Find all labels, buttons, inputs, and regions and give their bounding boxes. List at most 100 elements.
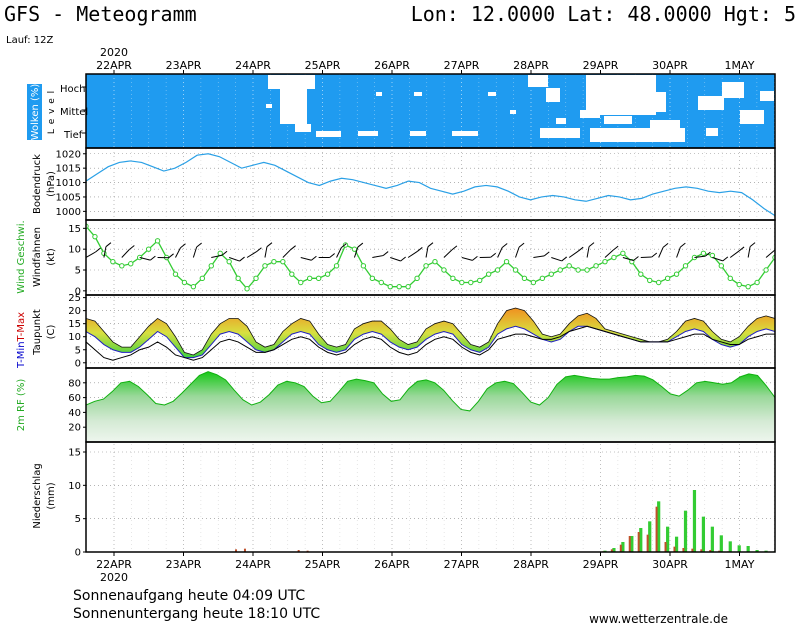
y-tick-label: 5 xyxy=(75,266,81,277)
temp-axis-title-tmax: T-Max xyxy=(16,312,27,343)
wind-barb xyxy=(211,254,223,258)
day-label-bottom: 27APR xyxy=(444,558,480,571)
day-label-top: 23APR xyxy=(166,59,202,72)
day-label-bottom: 23APR xyxy=(166,558,202,571)
wind-speed-point xyxy=(745,283,751,290)
wind-speed-point xyxy=(503,258,510,265)
wind-barb xyxy=(533,255,545,258)
precip-bar-convective xyxy=(709,550,712,552)
wind-barb-flag xyxy=(680,242,686,248)
wind-speed-point xyxy=(512,267,519,273)
cloud-clear-patch xyxy=(414,92,422,96)
wind-speed-point xyxy=(199,275,206,282)
day-label-top: 25APR xyxy=(305,59,341,72)
cloud-clear-patch xyxy=(546,88,560,102)
cloud-clear-patch xyxy=(740,110,764,124)
y-tick-label: 25 xyxy=(68,293,81,304)
wind-barb-flag xyxy=(633,256,639,261)
wind-barb xyxy=(246,251,257,258)
wind-speed-point xyxy=(378,279,384,286)
wind-barb xyxy=(103,246,107,258)
wind-speed-point xyxy=(709,252,716,259)
wind-speed-point xyxy=(736,281,742,288)
wind-barb-flag xyxy=(651,252,658,258)
precip-bar-total xyxy=(692,490,697,552)
wind-barb-flag xyxy=(311,255,317,261)
wind-speed-point xyxy=(485,271,492,277)
cloud-clear-patch xyxy=(624,92,666,112)
wind-barb xyxy=(336,247,342,258)
precip-bar-convective xyxy=(297,550,300,552)
wind-barb xyxy=(86,251,96,258)
wind-speed-point xyxy=(754,279,760,286)
wind-barb-flag xyxy=(451,245,458,251)
precip-bar-convective xyxy=(691,548,694,552)
cloud-clear-patch xyxy=(540,128,580,138)
cloud-clear-patch xyxy=(268,75,315,89)
wind-barb xyxy=(765,250,775,258)
wind-speed-point xyxy=(575,267,581,273)
wind-barb xyxy=(729,250,740,258)
wind-speed-point xyxy=(262,263,268,269)
wind-barb xyxy=(747,246,751,258)
precip-bar-total xyxy=(728,541,732,552)
wind-barb xyxy=(282,249,291,258)
wind-speed-point xyxy=(468,279,474,286)
wind-barb-flag xyxy=(588,242,595,248)
wind-speed-point xyxy=(611,254,617,261)
cloud-clear-patch xyxy=(410,131,426,136)
wind-barb xyxy=(443,249,453,258)
cloud-clear-patch xyxy=(604,116,632,124)
sunset-text: Sonnenuntergang heute 18:10 UTC xyxy=(73,606,320,622)
wind-speed-point xyxy=(441,267,447,273)
wind-speed-point xyxy=(351,246,358,252)
y-tick-label: 15 xyxy=(68,448,81,459)
wind-barb-flag xyxy=(266,242,273,248)
day-label-top: 30APR xyxy=(652,59,688,72)
wind-speed-point xyxy=(244,286,250,292)
y-tick-label: 15 xyxy=(68,224,81,235)
wind-barb xyxy=(515,246,520,258)
wind-barb xyxy=(229,257,240,262)
wind-barb xyxy=(676,246,681,258)
year-label-bottom: 2020 xyxy=(100,571,128,584)
wind-speed-point xyxy=(521,275,528,282)
wind-speed-point xyxy=(92,233,98,240)
wind-speed-point xyxy=(208,263,214,269)
panel-frame-wind xyxy=(85,219,776,296)
precip-bar-convective xyxy=(610,549,613,552)
pressure-layer xyxy=(86,153,775,217)
precip-bar-total xyxy=(746,546,750,552)
precip-bar-total xyxy=(648,521,652,552)
cloud-clear-patch xyxy=(488,92,496,96)
wind-barb xyxy=(175,247,181,258)
wind-speed-point xyxy=(593,263,599,269)
precip-bar-total xyxy=(755,550,759,552)
wind-barb-flag xyxy=(490,252,497,258)
wind-barb-flag xyxy=(400,256,406,262)
humidity-area xyxy=(86,371,775,442)
day-labels-top: 22APR 23APR 24APR 25APR 26APR 27APR 28APR 29APR… xyxy=(96,59,755,72)
wind-barb-flag xyxy=(501,243,508,248)
wind-speed-point xyxy=(289,271,295,277)
day-label-bottom: 22APR xyxy=(96,558,132,571)
source-link[interactable]: www.wetterzentrale.de xyxy=(589,612,728,625)
y-tick-label: 0 xyxy=(75,286,81,297)
wind-barb-flag xyxy=(427,242,434,248)
panel-frame-pressure xyxy=(85,147,776,221)
wind-barb-flag xyxy=(472,255,478,261)
y-tick-label: 20 xyxy=(68,423,81,434)
day-label-bottom: 24APR xyxy=(235,558,271,571)
precip-bar-total xyxy=(630,536,634,552)
wind-barb-flag xyxy=(738,246,745,252)
cloud-level-low: Tief xyxy=(63,130,83,141)
day-label-bottom: 26APR xyxy=(374,558,410,571)
y-tick-label: 1015 xyxy=(56,164,81,175)
wind-speed-point xyxy=(477,277,483,284)
wind-barb-flag xyxy=(518,242,525,248)
cloud-clear-patch xyxy=(376,92,382,96)
wind-barb-flag xyxy=(221,250,228,256)
cloud-clear-patch xyxy=(528,75,548,87)
wind-barb-flag xyxy=(256,247,262,253)
